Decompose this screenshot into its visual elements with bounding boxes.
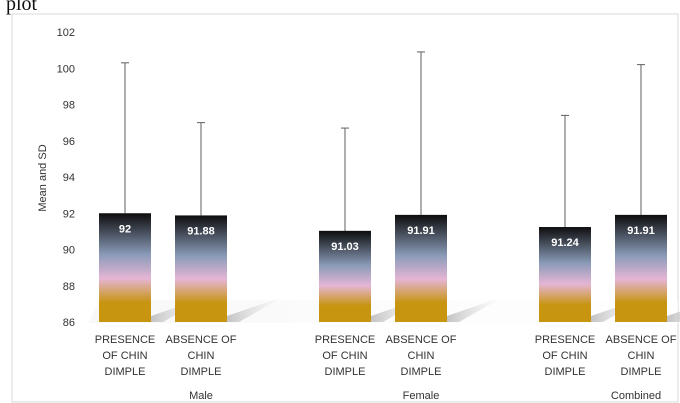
bar (539, 227, 591, 322)
x-tick-label: OF CHIN (102, 350, 147, 362)
x-tick-label: PRESENCE (95, 334, 156, 346)
bar-shadow (447, 296, 505, 322)
x-tick-label: ABSENCE OF (606, 334, 677, 346)
x-tick-label: CHIN (188, 350, 215, 362)
x-tick-label: DIMPLE (545, 366, 586, 378)
bar (395, 214, 447, 322)
y-axis: 86 88 90 92 94 96 98 100 102 (57, 27, 75, 329)
x-tick-label: DIMPLE (325, 366, 366, 378)
group-label: Male (189, 390, 213, 402)
y-tick-label: 86 (63, 317, 75, 329)
page-caption: plot (6, 0, 38, 15)
x-tick-label: PRESENCE (535, 334, 596, 346)
x-tick-label: DIMPLE (621, 366, 662, 378)
y-tick-label: 94 (63, 172, 75, 184)
y-tick-label: 88 (63, 281, 75, 293)
x-tick-label: PRESENCE (315, 334, 376, 346)
bar-shadow (667, 311, 680, 322)
y-tick-label: 90 (63, 245, 75, 257)
error-bars (121, 51, 645, 231)
group-label: Female (403, 390, 440, 402)
x-tick-label: ABSENCE OF (386, 334, 457, 346)
x-axis-labels: PRESENCE OF CHIN DIMPLE ABSENCE OF CHIN DIMPL… (95, 334, 677, 402)
bar (319, 230, 371, 322)
bar (99, 213, 151, 322)
x-tick-label: OF CHIN (542, 350, 587, 362)
bars: 92 91.88 91.03 91.91 91.24 91.91 (99, 213, 667, 322)
y-tick-label: 92 (63, 208, 75, 220)
bar-shadow (227, 296, 285, 322)
bar-value-label: 91.91 (407, 225, 435, 237)
y-tick-label: 102 (57, 27, 75, 39)
bar-value-label: 91.24 (551, 237, 579, 249)
bar (615, 214, 667, 322)
x-tick-label: CHIN (628, 350, 655, 362)
x-tick-label: CHIN (408, 350, 435, 362)
bar-value-label: 92 (119, 223, 131, 235)
x-tick-label: OF CHIN (322, 350, 367, 362)
x-tick-label: DIMPLE (401, 366, 442, 378)
x-tick-label: DIMPLE (105, 366, 146, 378)
y-tick-label: 100 (57, 63, 75, 75)
group-label: Combined (611, 390, 661, 402)
bar (175, 215, 227, 322)
y-tick-label: 98 (63, 100, 75, 112)
y-axis-label: Mean and SD (37, 144, 49, 211)
bar-value-label: 91.88 (187, 225, 215, 237)
bar-value-label: 91.91 (627, 225, 655, 237)
x-tick-label: ABSENCE OF (166, 334, 237, 346)
x-tick-label: DIMPLE (181, 366, 222, 378)
bar-value-label: 91.03 (331, 241, 359, 253)
y-tick-label: 96 (63, 136, 75, 148)
